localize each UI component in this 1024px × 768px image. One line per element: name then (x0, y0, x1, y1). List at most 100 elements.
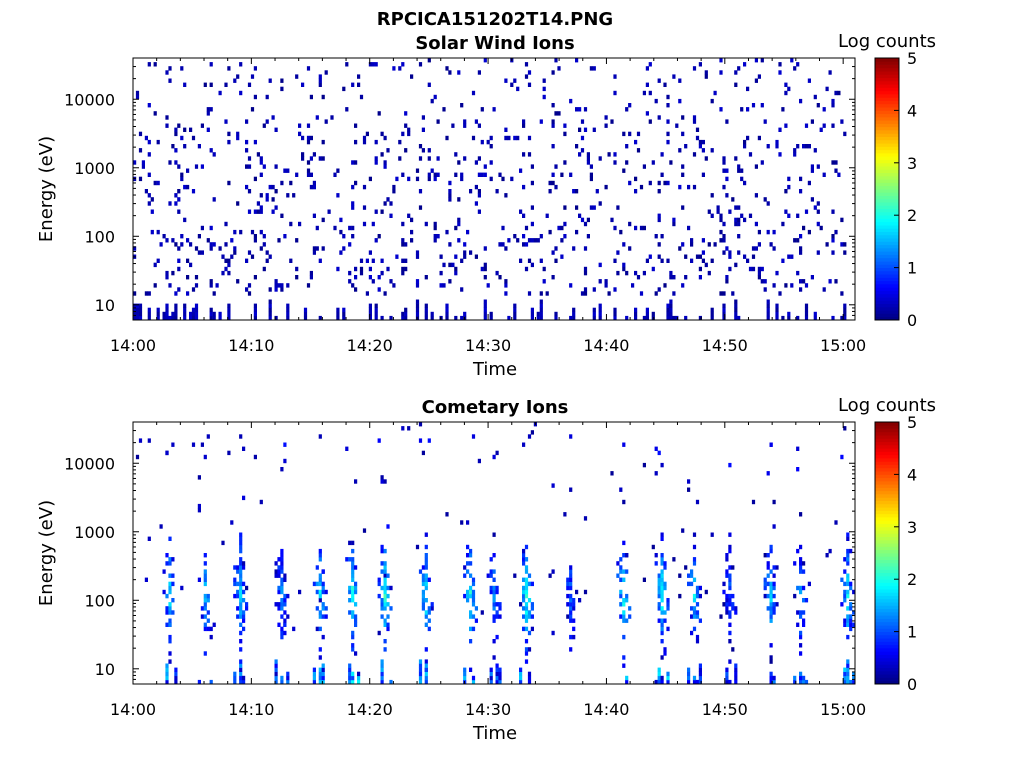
spectrogram-cell (716, 205, 720, 210)
spectrogram-cell (660, 606, 664, 611)
colorbar-segment (875, 225, 899, 229)
spectrogram-cell (524, 639, 529, 644)
spectrogram-cell (483, 164, 487, 169)
spectrogram-cell (666, 180, 670, 186)
spectrogram-cell (280, 180, 284, 186)
spectrogram-cell (669, 275, 673, 280)
spectrogram-cell (321, 667, 325, 672)
spectrogram-cell (227, 262, 231, 268)
spectrogram-cell (133, 303, 137, 308)
spectrogram-cell (283, 602, 287, 607)
spectrogram-cell (463, 573, 467, 578)
spectrogram-cell (424, 275, 428, 280)
colorbar-segment (875, 474, 899, 479)
spectrogram-cell (386, 622, 390, 627)
spectrogram-cell (289, 221, 293, 227)
spectrogram-cell (619, 614, 623, 619)
spectrogram-cell (221, 254, 225, 259)
spectrogram-cell (728, 254, 732, 259)
spectrogram-cell (321, 663, 325, 668)
spectrogram-cell (165, 679, 169, 685)
spectrogram-cell (303, 307, 308, 313)
spectrogram-cell (504, 78, 508, 83)
spectrogram-cell (613, 258, 617, 263)
colorbar-segment (875, 198, 899, 203)
spectrogram-cell (575, 205, 579, 210)
spectrogram-cell (563, 512, 567, 517)
spectrogram-cell (312, 675, 316, 681)
spectrogram-cell (274, 164, 278, 169)
spectrogram-cell (383, 618, 387, 623)
spectrogram-cell (383, 589, 387, 595)
spectrogram-cell (737, 234, 741, 239)
spectrogram-cell (306, 160, 311, 165)
spectrogram-cell (280, 602, 284, 607)
spectrogram-cell (663, 651, 667, 656)
spectrogram-cell (692, 115, 697, 120)
spectrogram-cell (790, 58, 794, 63)
spectrogram-cell (380, 475, 384, 480)
spectrogram-cell (763, 593, 767, 599)
spectrogram-cell (197, 250, 201, 255)
spectrogram-cell (530, 614, 534, 619)
colorbar-segment (875, 254, 899, 259)
spectrogram-cell (804, 123, 809, 128)
spectrogram-cell (816, 164, 820, 169)
spectrogram-cell (274, 189, 278, 194)
spectrogram-cell (725, 193, 729, 198)
spectrogram-cell (280, 577, 284, 582)
spectrogram-cell (253, 275, 257, 280)
spectrogram-cell (357, 679, 361, 685)
spectrogram-cell (239, 585, 243, 591)
spectrogram-cell (692, 152, 697, 157)
spectrogram-cell (469, 626, 473, 632)
colorbar-segment (875, 94, 899, 98)
spectrogram-cell (698, 585, 702, 591)
spectrogram-cell (843, 593, 847, 599)
spectrogram-cell (383, 164, 387, 169)
spectrogram-cell (424, 581, 428, 587)
spectrogram-cell (769, 643, 773, 648)
spectrogram-cell (669, 303, 673, 308)
x-tick-label: 14:40 (583, 700, 629, 719)
spectrogram-cell (177, 209, 181, 214)
spectrogram-cell (265, 119, 269, 124)
colorbar-tick-label: 0 (907, 311, 917, 330)
spectrogram-cell (386, 573, 390, 578)
spectrogram-cell (769, 585, 773, 591)
spectrogram-cell (404, 311, 408, 317)
spectrogram-cell (380, 671, 384, 677)
spectrogram-cell (309, 184, 313, 190)
spectrogram-cell (572, 618, 576, 623)
colorbar-segment (875, 510, 899, 515)
spectrogram-cell (245, 139, 249, 145)
spectrogram-cell (239, 62, 243, 67)
spectrogram-cell (551, 180, 555, 186)
colorbar-segment (875, 615, 899, 619)
spectrogram-cell (415, 544, 420, 550)
spectrogram-cell (799, 250, 803, 255)
spectrogram-cell (586, 160, 590, 165)
spectrogram-cell (165, 561, 169, 566)
spectrogram-cell (448, 189, 452, 194)
spectrogram-cell (660, 532, 664, 537)
spectrogram-cell (657, 180, 661, 186)
colorbar-segment (875, 490, 899, 495)
spectrogram-cell (681, 205, 685, 210)
colorbar-segment (875, 103, 899, 108)
spectrogram-cell (666, 602, 670, 607)
spectrogram-cell (622, 266, 626, 272)
spectrogram-cell (799, 557, 803, 562)
spectrogram-cell (280, 675, 284, 681)
spectrogram-cell (230, 520, 234, 525)
spectrogram-cell (236, 565, 240, 570)
spectrogram-cell (466, 561, 470, 566)
spectrogram-cell (233, 679, 237, 685)
spectrogram-cell (286, 303, 290, 308)
spectrogram-cell (728, 679, 732, 685)
spectrogram-cell (324, 119, 328, 124)
spectrogram-cell (572, 634, 576, 640)
spectrogram-cell (843, 581, 847, 587)
spectrogram-cell (424, 622, 428, 627)
spectrogram-cell (763, 119, 767, 124)
